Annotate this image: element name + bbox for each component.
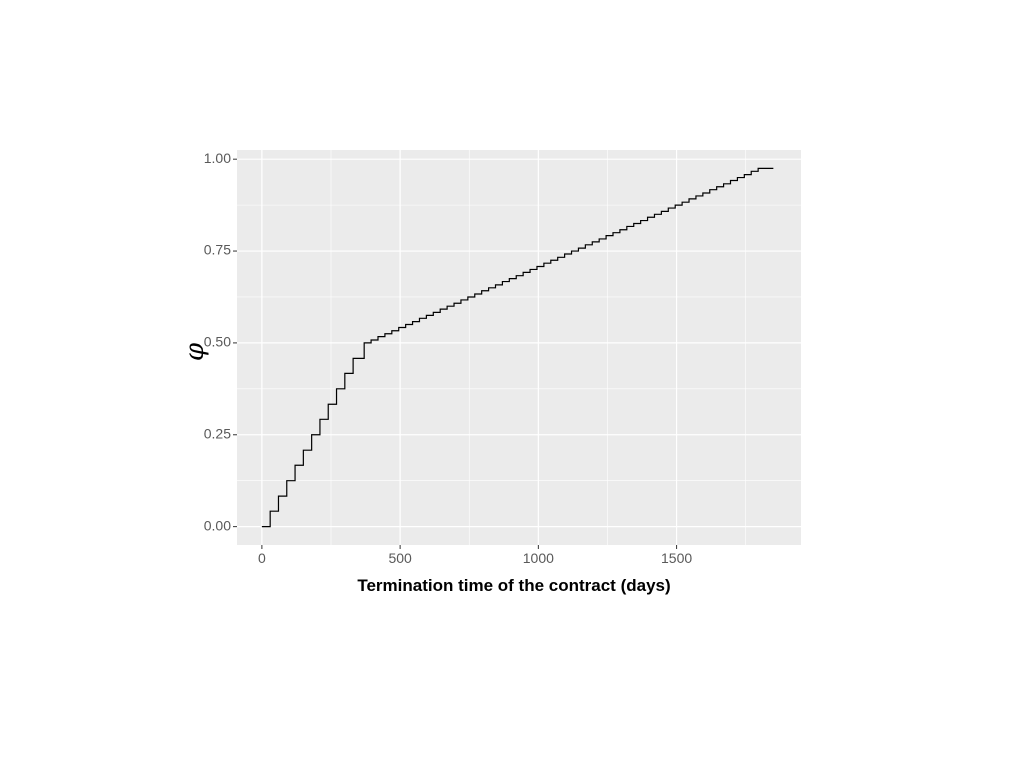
x-tick-label: 0: [258, 550, 266, 566]
grid: [237, 150, 801, 545]
x-tick-label: 1000: [523, 550, 554, 566]
y-axis-title: φ: [180, 342, 210, 361]
y-tick-label: 1.00: [204, 150, 231, 166]
axis-ticks: 0 500 1000 1500 0.00 0.25 0.50 0.75 1.00: [204, 150, 693, 566]
y-tick-label: 0.25: [204, 425, 231, 441]
y-tick-label: 0.50: [204, 334, 231, 350]
y-tick-label: 0.00: [204, 517, 231, 533]
x-tick-label: 500: [388, 550, 412, 566]
y-tick-label: 0.75: [204, 242, 231, 258]
x-axis-title: Termination time of the contract (days): [357, 576, 670, 595]
plot-panel: [237, 150, 801, 545]
x-tick-label: 1500: [661, 550, 692, 566]
series-step-line: [261, 167, 774, 528]
series-layer: [261, 167, 774, 528]
